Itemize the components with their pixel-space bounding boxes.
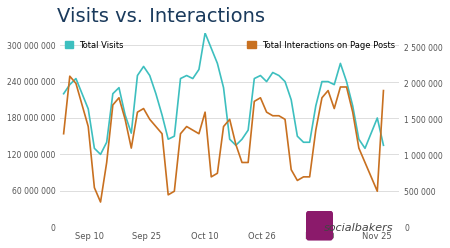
Text: socialbakers: socialbakers — [324, 223, 393, 233]
Legend: Total Interactions on Page Posts: Total Interactions on Page Posts — [244, 37, 399, 53]
Legend: Total Visits: Total Visits — [61, 37, 127, 53]
Text: Visits vs. Interactions: Visits vs. Interactions — [57, 7, 265, 26]
FancyBboxPatch shape — [306, 211, 333, 241]
